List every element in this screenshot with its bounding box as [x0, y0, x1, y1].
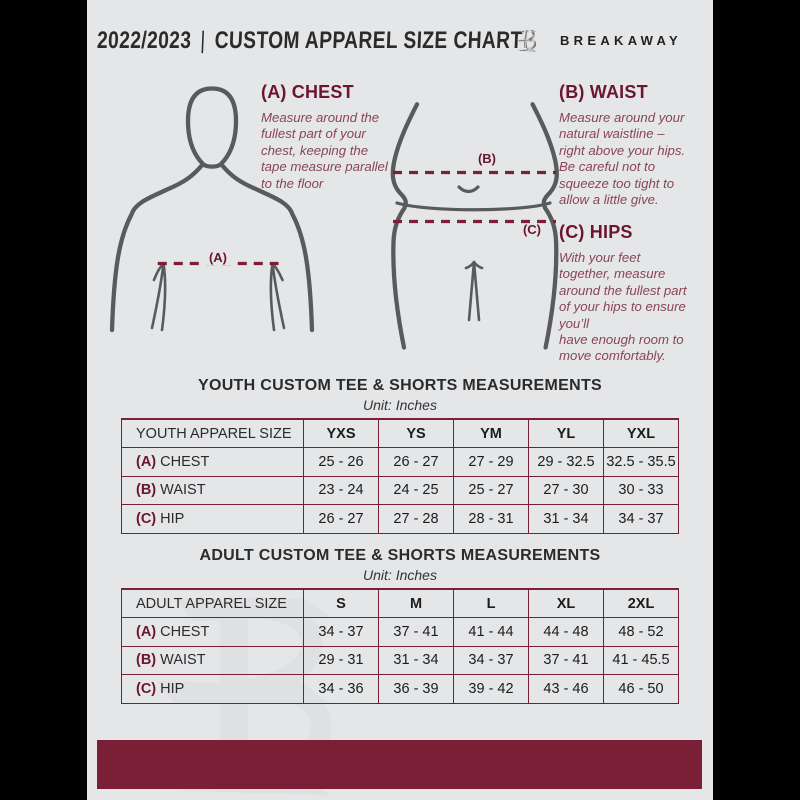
svg-text:(C): (C)	[523, 222, 541, 237]
svg-text:(B): (B)	[478, 151, 496, 166]
